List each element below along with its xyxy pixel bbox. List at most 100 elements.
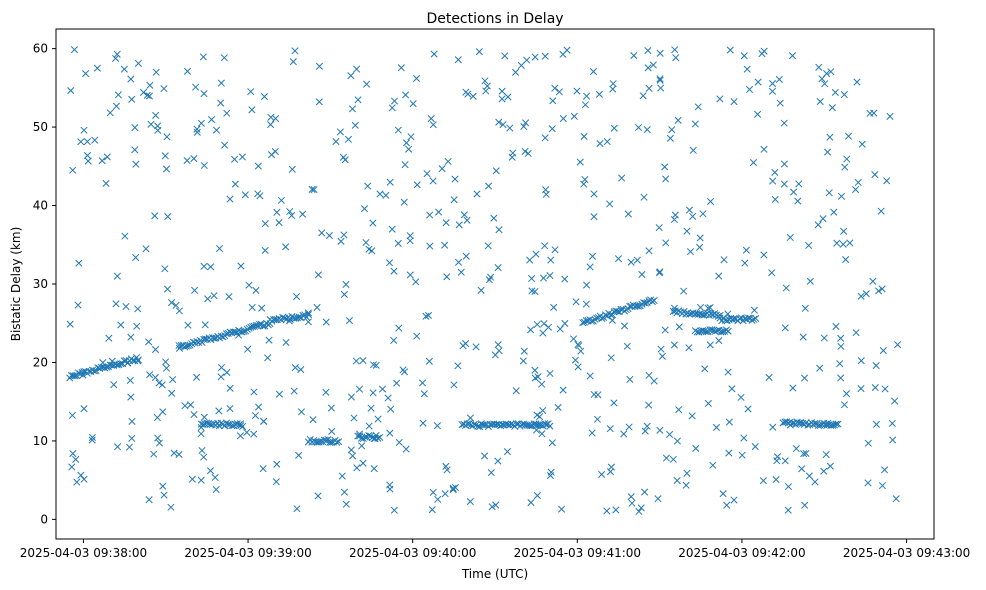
detection-point [713, 326, 721, 335]
detection-point [891, 397, 899, 405]
plot-frame [55, 28, 935, 540]
detection-point [579, 319, 587, 327]
detection-point [363, 80, 371, 88]
detection-point [374, 434, 382, 442]
detection-point [675, 323, 683, 331]
detection-point [449, 484, 457, 492]
detection-point [134, 59, 142, 67]
detection-point [73, 478, 81, 486]
detection-point [771, 168, 779, 176]
detection-point [750, 306, 758, 314]
detection-point [826, 462, 834, 470]
detection-point [614, 307, 622, 315]
detection-point [723, 501, 731, 509]
detection-point [655, 224, 663, 232]
detection-point [299, 210, 307, 218]
detection-point [814, 221, 822, 229]
detection-point [551, 246, 559, 254]
detection-point [820, 334, 828, 342]
detection-point [488, 503, 496, 511]
detection-point [640, 193, 648, 201]
detection-point [871, 171, 879, 179]
detection-point [661, 163, 669, 171]
detection-point [742, 246, 750, 254]
detection-point [226, 384, 234, 392]
detection-point [846, 239, 854, 247]
detection-point [725, 449, 733, 457]
detection-point [200, 335, 208, 343]
detection-point [840, 227, 848, 235]
detection-point [412, 278, 420, 286]
detection-point [794, 197, 802, 205]
detection-point [607, 354, 615, 362]
detection-point [271, 114, 280, 123]
detection-point [419, 419, 427, 427]
detection-point [315, 98, 323, 106]
detection-point [349, 452, 357, 460]
y-tick-label: 0 [40, 512, 48, 526]
detection-point [322, 436, 330, 444]
detection-point [80, 126, 88, 134]
detection-point [401, 161, 409, 169]
detection-point [208, 115, 216, 124]
detection-point [127, 333, 135, 341]
detection-point [70, 46, 79, 54]
detection-point [830, 208, 838, 216]
detection-point [413, 74, 421, 82]
detection-point [609, 85, 617, 93]
detection-point [69, 450, 77, 458]
detection-point [587, 317, 596, 325]
detection-point [335, 438, 343, 446]
detection-point [625, 423, 633, 431]
detection-point [750, 315, 758, 323]
detection-point [66, 320, 74, 328]
y-tick-label: 10 [33, 434, 48, 448]
detection-point [397, 64, 405, 72]
detection-point [547, 256, 555, 264]
detection-point [842, 390, 851, 398]
detection-point [359, 357, 367, 365]
detection-point [606, 425, 614, 433]
detection-point [360, 205, 369, 213]
detection-point [460, 211, 468, 219]
detection-point [580, 180, 588, 188]
detection-point [888, 419, 896, 427]
detection-point [820, 467, 828, 475]
detection-point [490, 214, 498, 222]
detection-point [593, 415, 601, 423]
detection-point [640, 299, 648, 307]
detection-point [163, 285, 172, 293]
detection-point [211, 473, 219, 482]
detection-point [197, 476, 205, 484]
detection-point [487, 469, 495, 477]
detection-point [353, 65, 361, 73]
detection-point [228, 422, 236, 430]
detection-point [752, 314, 760, 322]
detection-point [407, 133, 415, 141]
detection-point [802, 449, 810, 457]
detection-point [114, 443, 122, 451]
detection-point [583, 281, 591, 289]
detection-point [768, 269, 776, 277]
detection-point [390, 336, 398, 344]
detection-point [365, 422, 373, 430]
detection-point [492, 167, 500, 175]
detection-point [122, 302, 130, 311]
detection-point [184, 342, 192, 350]
detection-point [347, 393, 355, 401]
detection-point [672, 54, 680, 62]
detection-point [128, 434, 136, 442]
detection-point [719, 490, 727, 498]
detection-point [559, 386, 567, 394]
detection-point [181, 402, 189, 410]
detection-point [741, 259, 749, 267]
detection-point [152, 68, 160, 76]
detection-point [816, 421, 824, 429]
detection-point [259, 465, 267, 473]
detection-point [644, 64, 652, 72]
detection-point [332, 138, 340, 146]
detection-point [639, 92, 647, 100]
detection-point [544, 323, 553, 331]
detection-point [872, 362, 880, 370]
